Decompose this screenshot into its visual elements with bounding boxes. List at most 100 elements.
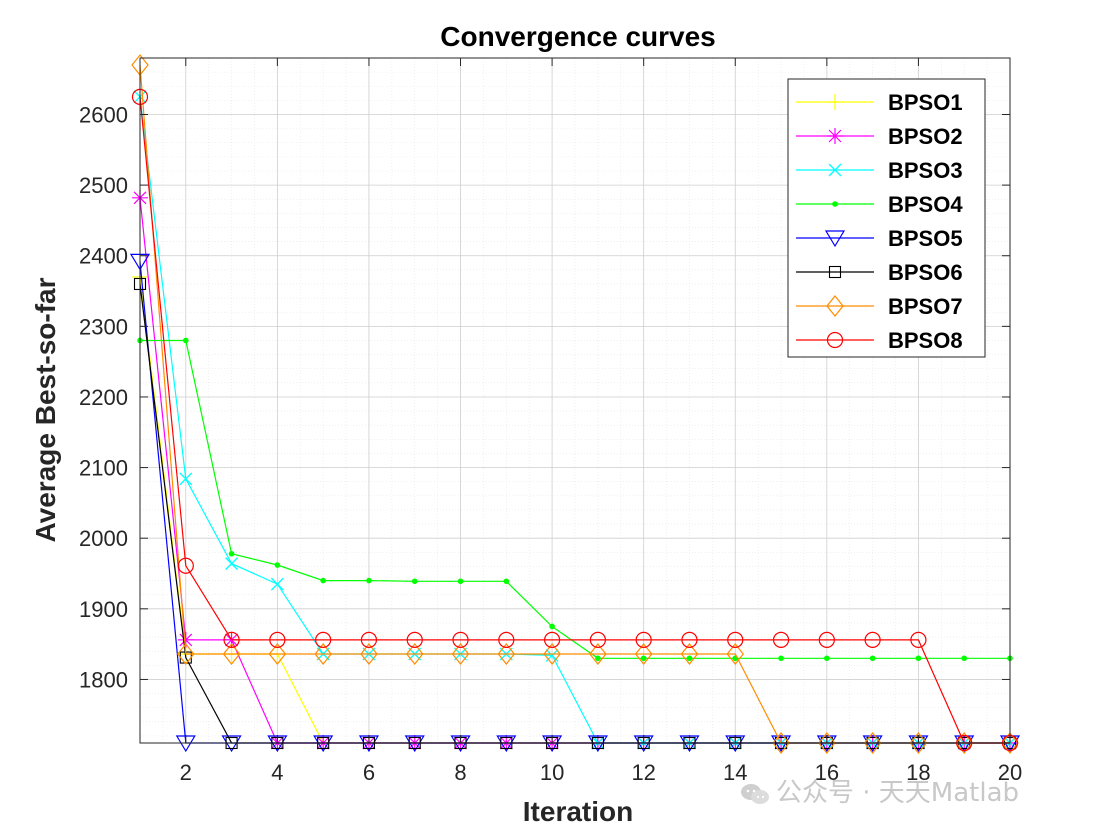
series-bpso8 [131, 88, 1019, 752]
watermark: 公众号 · 天天Matlab [740, 772, 1019, 809]
data-point [182, 337, 189, 344]
y-tick-label: 1900 [79, 597, 128, 622]
legend-box [787, 78, 986, 358]
legend-marker [827, 128, 843, 144]
y-tick-label: 2000 [79, 526, 128, 551]
data-point [457, 578, 464, 585]
legend-marker [832, 201, 838, 207]
legend-label: BPSO4 [888, 192, 963, 217]
legend-marker [828, 163, 842, 177]
x-tick-label: 18 [906, 760, 930, 785]
data-point [915, 655, 922, 662]
data-point [543, 643, 561, 665]
legend-marker [827, 94, 843, 110]
x-tick-label: 16 [815, 760, 839, 785]
legend-item-bpso1: BPSO1 [796, 90, 963, 115]
data-point [726, 643, 745, 665]
data-point [314, 643, 332, 665]
data-point [268, 643, 287, 665]
data-point [589, 643, 607, 665]
legend-item-bpso7: BPSO7 [796, 294, 963, 319]
legend-label: BPSO3 [888, 158, 963, 183]
data-point [222, 643, 241, 665]
data-point [544, 631, 561, 648]
data-point [411, 578, 418, 585]
data-point [366, 577, 372, 584]
x-tick-label: 10 [540, 760, 564, 785]
data-point [680, 643, 699, 665]
legend-label: BPSO6 [888, 260, 963, 285]
y-tick-label: 1800 [79, 667, 128, 692]
y-tick-label: 2500 [79, 173, 128, 198]
data-point [177, 631, 194, 648]
data-point [225, 557, 239, 571]
data-point [635, 631, 652, 648]
data-point [863, 732, 882, 754]
x-tick-label: 4 [271, 760, 283, 785]
x-tick-label: 20 [998, 760, 1022, 785]
data-point [1001, 732, 1019, 754]
data-point [452, 631, 469, 648]
legend-label: BPSO1 [888, 90, 963, 115]
data-point [497, 643, 516, 665]
data-point [864, 631, 881, 648]
data-point [909, 732, 928, 754]
legend-label: BPSO2 [888, 124, 963, 149]
data-point [549, 623, 555, 630]
data-point [406, 631, 423, 648]
data-point [360, 631, 378, 648]
data-point [772, 631, 790, 648]
data-point [503, 578, 510, 585]
y-tick-label: 2300 [79, 314, 128, 339]
legend-item-bpso4: BPSO4 [796, 192, 963, 217]
chart-title: Convergence curves [440, 21, 715, 52]
legend-marker [826, 331, 844, 349]
data-point [498, 631, 515, 648]
data-point [405, 643, 424, 665]
legend-item-bpso6: BPSO6 [796, 260, 963, 285]
legend-marker [824, 230, 846, 248]
y-tick-label: 2400 [79, 244, 128, 269]
data-point [320, 577, 326, 584]
x-tick-label: 14 [723, 760, 747, 785]
legend-marker [826, 295, 844, 317]
data-point [360, 643, 378, 665]
watermark-text: 公众号 · 天天Matlab [776, 778, 1020, 808]
x-tick-label: 8 [454, 760, 466, 785]
data-point [778, 655, 784, 662]
legend-label: BPSO5 [888, 226, 963, 251]
plot-box [139, 57, 1011, 744]
legend-item-bpso5: BPSO5 [796, 226, 963, 251]
data-point [640, 655, 647, 662]
data-point [270, 577, 284, 591]
data-point [589, 631, 606, 648]
data-point [595, 655, 601, 662]
data-point [818, 732, 836, 754]
data-point [177, 643, 195, 665]
x-tick-label: 2 [180, 760, 192, 785]
data-point [177, 557, 194, 574]
legend: BPSO1 BPSO2 BPSO3 BPSO4 BPSO5 BPSO6 BPSO7 BPSO8 [787, 78, 986, 358]
x-axis-title: Iteration [523, 796, 633, 827]
data-point [179, 472, 193, 486]
data-point [223, 631, 240, 648]
data-point [681, 631, 698, 648]
data-point [274, 562, 281, 568]
y-tick-label: 2100 [79, 456, 128, 481]
x-tick-label: 6 [363, 760, 375, 785]
data-point [955, 732, 973, 754]
data-point [228, 550, 235, 557]
y-axis-title: Average Best-so-far [30, 277, 61, 542]
x-tick-label: 12 [631, 760, 655, 785]
data-point [315, 631, 332, 648]
data-point [772, 732, 790, 754]
series-bpso4 [137, 337, 1013, 662]
data-point [686, 655, 693, 662]
wechat-icon [741, 783, 769, 804]
legend-item-bpso3: BPSO3 [796, 158, 963, 183]
series-line-bpso4 [140, 339, 1010, 659]
y-tick-label: 2200 [79, 385, 128, 410]
legend-item-bpso8: BPSO8 [796, 328, 963, 353]
data-point [818, 631, 835, 648]
data-point [727, 631, 744, 648]
